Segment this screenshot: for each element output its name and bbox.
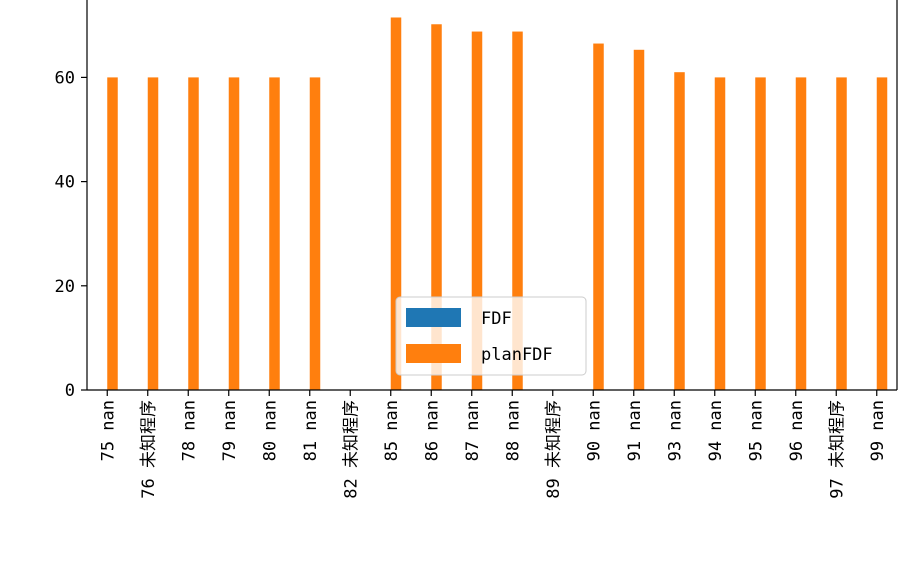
legend-swatch-fdf (406, 308, 461, 327)
y-tick-label-20: 20 (55, 277, 75, 297)
x-tick-label-16: 95 nan (746, 400, 766, 461)
x-tick-label-0: 75 nan (98, 400, 118, 461)
x-tick-label-1: 76 未知程序 (139, 400, 159, 499)
bar-planfdf-14 (674, 72, 685, 390)
bar-planfdf-9 (471, 31, 483, 391)
bars-group (107, 17, 888, 391)
bar-planfdf-4 (269, 77, 280, 391)
legend-label-planfdf: planFDF (481, 345, 553, 365)
bar-planfdf-10 (512, 31, 523, 391)
x-tick-label-12: 90 nan (584, 400, 604, 461)
bar-planfdf-8 (431, 24, 442, 390)
x-ticks-group: 75 nan 76 未知程序 78 nan 79 nan 80 nan 81 nan 82 … (98, 390, 888, 499)
x-tick-label-10: 88 nan (503, 400, 523, 461)
x-tick-label-9: 87 nan (463, 400, 483, 461)
x-tick-label-13: 91 nan (625, 400, 645, 461)
y-tick-label-0: 0 (65, 381, 75, 401)
bar-planfdf-15 (714, 77, 726, 391)
x-tick-label-18: 97 未知程序 (827, 400, 847, 499)
legend: FDF planFDF (395, 296, 587, 376)
bar-planfdf-19 (876, 77, 888, 391)
bar-planfdf-13 (633, 49, 645, 390)
bar-planfdf-17 (795, 77, 807, 391)
x-tick-label-14: 93 nan (665, 400, 685, 461)
x-tick-label-5: 81 nan (301, 400, 321, 461)
bar-planfdf-0 (107, 77, 118, 391)
bar-planfdf-3 (228, 77, 240, 391)
x-tick-label-6: 82 未知程序 (341, 400, 361, 499)
x-tick-label-3: 79 nan (220, 400, 240, 461)
y-tick-label-40: 40 (55, 173, 75, 193)
bar-planfdf-7 (390, 17, 402, 391)
x-tick-label-4: 80 nan (260, 400, 280, 461)
axes-group (86, 0, 898, 391)
x-tick-label-8: 86 nan (422, 400, 442, 461)
bar-planfdf-12 (593, 43, 604, 390)
bar-planfdf-1 (147, 77, 159, 391)
x-tick-label-2: 78 nan (179, 400, 199, 461)
x-tick-label-17: 96 nan (787, 400, 807, 461)
y-tick-label-60: 60 (55, 68, 75, 88)
bar-planfdf-16 (755, 77, 766, 391)
x-tick-label-15: 94 nan (706, 400, 726, 461)
bar-planfdf-18 (836, 77, 847, 391)
y-ticks-group: 0 20 40 60 (55, 68, 87, 401)
x-tick-label-11: 89 未知程序 (544, 400, 564, 499)
legend-swatch-planfdf (406, 344, 461, 363)
x-tick-label-19: 99 nan (868, 400, 888, 461)
bar-planfdf-2 (188, 77, 199, 391)
legend-label-fdf: FDF (481, 309, 512, 329)
x-tick-label-7: 85 nan (382, 400, 402, 461)
bar-planfdf-5 (309, 77, 321, 391)
